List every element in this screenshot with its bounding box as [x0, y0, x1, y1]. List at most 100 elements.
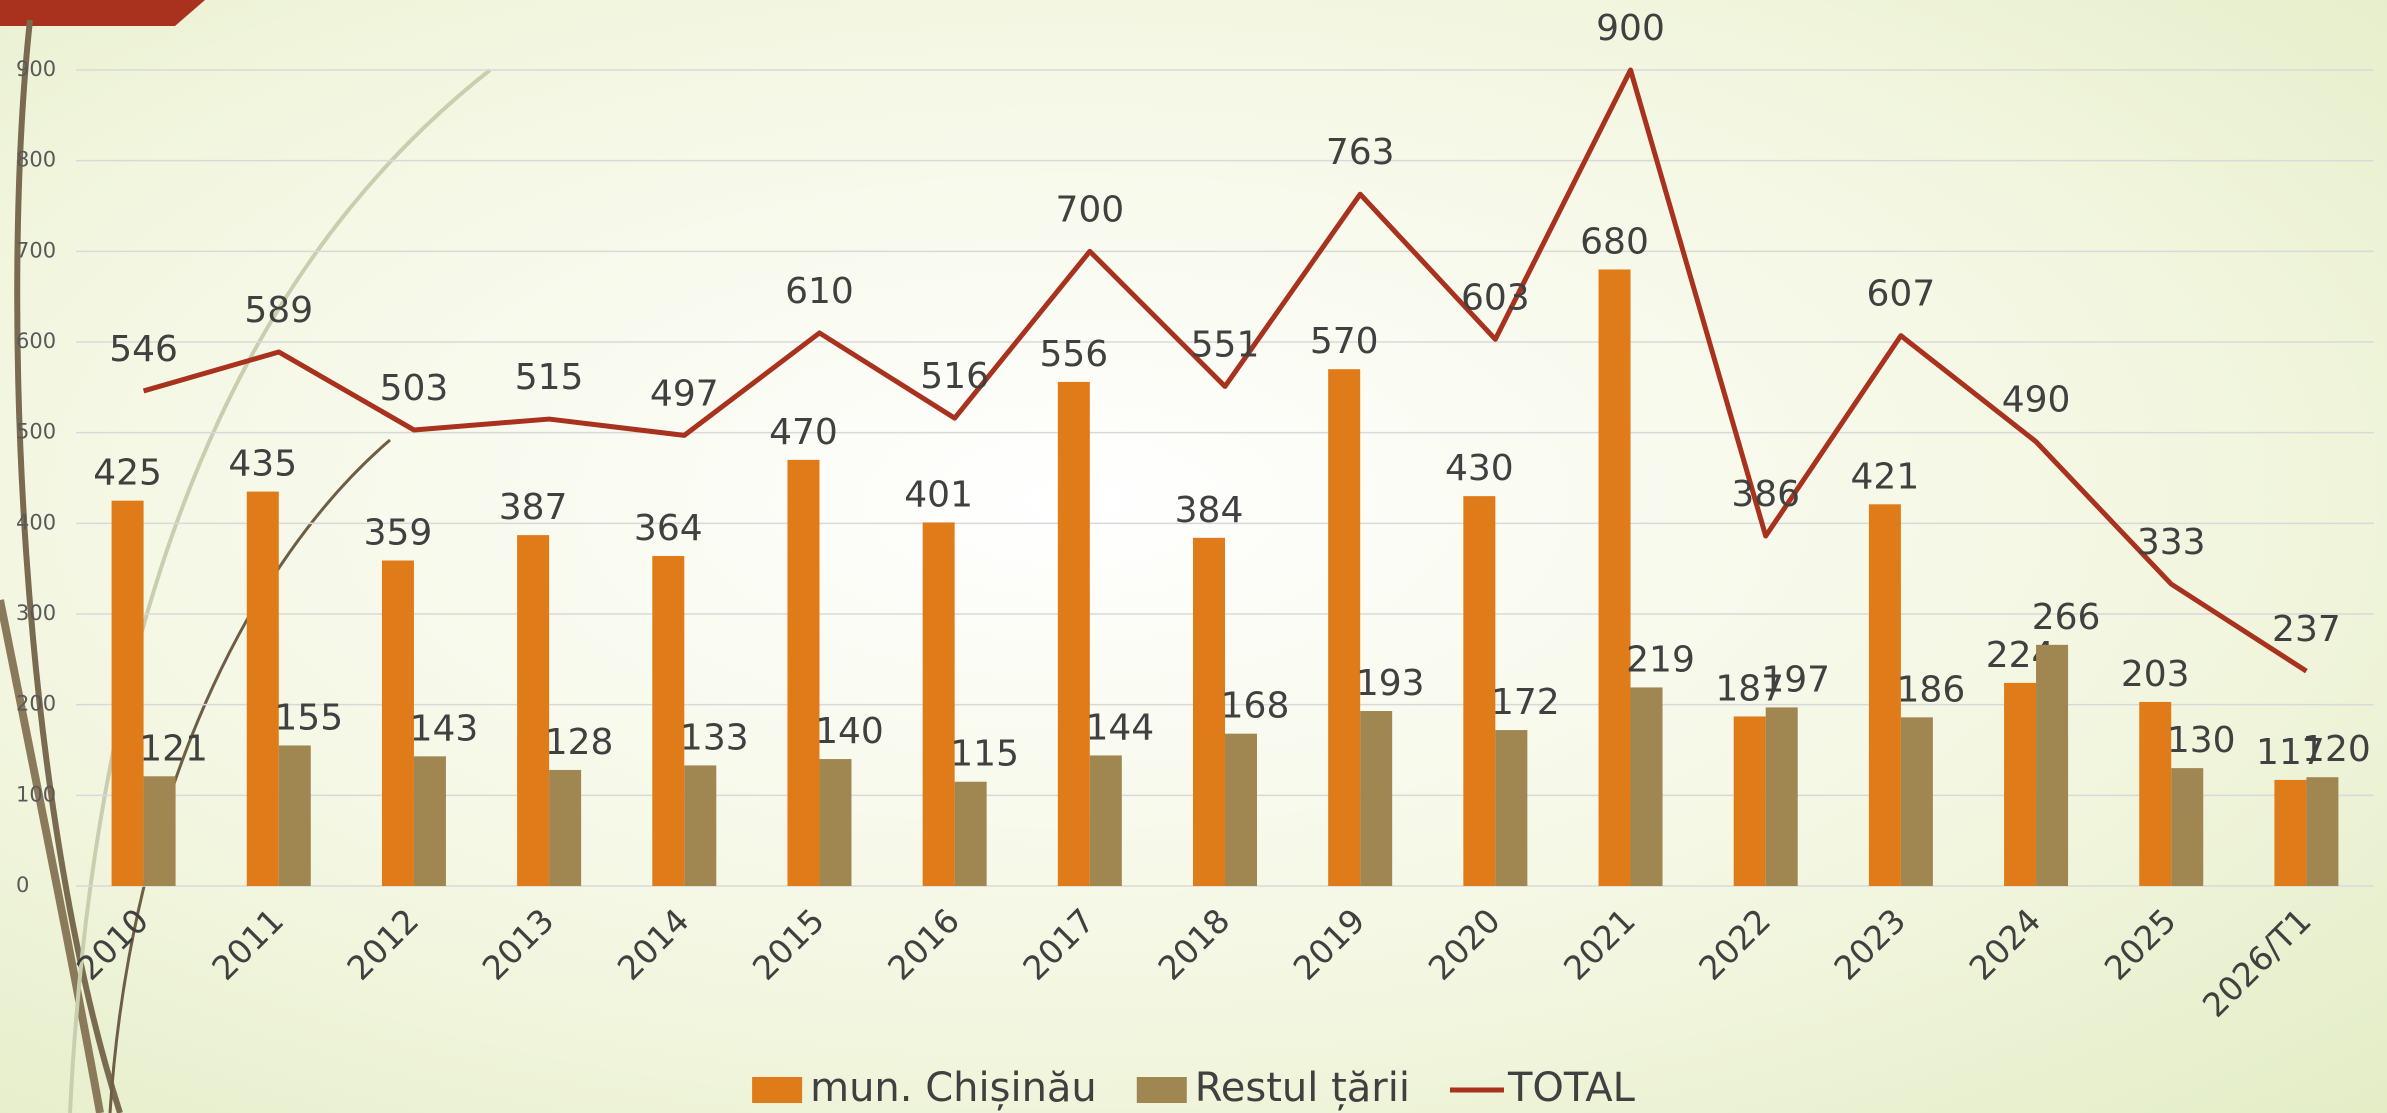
bar: [1193, 537, 1225, 886]
decor-curve: [68, 68, 492, 1113]
data-label: 900: [1596, 8, 1665, 49]
data-label: 551: [1191, 324, 1260, 365]
data-label: 359: [364, 513, 433, 554]
data-label: 143: [410, 708, 479, 749]
data-label: 140: [815, 711, 884, 752]
data-label: 266: [2032, 597, 2101, 638]
bar: [1495, 730, 1528, 886]
corner-decoration: [0, 0, 205, 26]
data-label: 503: [380, 368, 449, 409]
bar: [2171, 768, 2204, 886]
bar: [1598, 269, 1631, 886]
bar: [1630, 687, 1663, 886]
data-label: 497: [650, 373, 719, 414]
data-label: 470: [769, 412, 838, 453]
data-label: 425: [93, 453, 162, 494]
bar: [111, 500, 144, 886]
bar: [819, 759, 852, 886]
bar: [143, 776, 176, 886]
data-label: 700: [1055, 189, 1124, 230]
data-label: 133: [680, 717, 749, 758]
data-label: 490: [2002, 380, 2071, 421]
bar: [2036, 644, 2069, 886]
data-label: 607: [1867, 274, 1936, 315]
data-label: 333: [2137, 522, 2206, 563]
data-label: 193: [1356, 663, 1425, 704]
data-label: 187: [1715, 668, 1784, 709]
bar: [381, 560, 414, 886]
data-label: 172: [1491, 682, 1560, 723]
bar: [413, 756, 446, 886]
data-label: 546: [109, 329, 178, 370]
y-tick-label: 600: [16, 329, 56, 353]
bar: [246, 491, 279, 886]
data-label: 421: [1851, 456, 1920, 497]
bar: [1057, 381, 1090, 886]
y-tick-label: 100: [16, 782, 56, 806]
data-label: 197: [1761, 659, 1830, 700]
bar: [549, 769, 582, 886]
bar: [278, 745, 311, 886]
y-tick-label: 0: [16, 873, 29, 897]
bar: [1868, 504, 1901, 886]
bar: [684, 765, 717, 886]
data-label: 117: [2256, 732, 2325, 773]
legend-label: Restul țării: [1195, 1065, 1410, 1111]
data-label: 237: [2272, 609, 2341, 650]
bar: [787, 459, 820, 886]
data-label: 203: [2121, 654, 2190, 695]
bar: [2306, 777, 2339, 886]
y-tick-label: 800: [16, 148, 56, 172]
bar: [2274, 779, 2307, 886]
data-label: 155: [274, 697, 343, 738]
data-label: 115: [950, 734, 1019, 775]
y-tick-label: 500: [16, 420, 56, 444]
data-label: 435: [228, 444, 297, 485]
data-label: 603: [1461, 277, 1530, 318]
data-label: 516: [920, 356, 989, 397]
data-label: 144: [1085, 707, 1154, 748]
bar: [1900, 717, 1933, 886]
bar: [2139, 701, 2172, 886]
data-label: 121: [139, 728, 208, 769]
y-tick-label: 300: [16, 601, 56, 625]
legend-swatch: [1136, 1077, 1187, 1103]
bar: [954, 781, 987, 886]
y-tick-label: 200: [16, 692, 56, 716]
data-label: 556: [1039, 334, 1108, 375]
data-label: 128: [545, 722, 614, 763]
bar: [1360, 711, 1393, 886]
legend-label: mun. Chișinău: [810, 1065, 1097, 1111]
data-label: 387: [499, 487, 568, 528]
data-label: 763: [1326, 132, 1395, 173]
data-label: 364: [634, 508, 703, 549]
data-label: 430: [1445, 448, 1514, 489]
data-label: 589: [244, 290, 313, 331]
bar: [1733, 716, 1766, 886]
data-label: 515: [515, 357, 584, 398]
y-tick-label: 900: [16, 57, 56, 81]
y-tick-label: 700: [16, 238, 56, 262]
bar: [2004, 682, 2037, 886]
data-label: 680: [1580, 221, 1649, 262]
legend: mun. Chișinău Restul țării TOTAL: [752, 1065, 1636, 1111]
data-label: 130: [2167, 720, 2236, 761]
bar: [922, 522, 955, 886]
data-label: 219: [1626, 639, 1695, 680]
legend-label: TOTAL: [1507, 1065, 1636, 1111]
bar: [1225, 733, 1257, 886]
data-label: 168: [1221, 686, 1290, 727]
decor-curve: [0, 599, 104, 1113]
bar: [1328, 369, 1361, 886]
bar: [1765, 707, 1798, 886]
bar: [1463, 496, 1496, 886]
data-label: 186: [1897, 669, 1966, 710]
bar: [517, 535, 550, 886]
data-label: 386: [1731, 474, 1800, 515]
data-label: 384: [1175, 490, 1244, 531]
legend-swatch: [752, 1077, 803, 1103]
data-label: 610: [785, 271, 854, 312]
bar: [652, 555, 685, 886]
bar: [1089, 755, 1122, 886]
